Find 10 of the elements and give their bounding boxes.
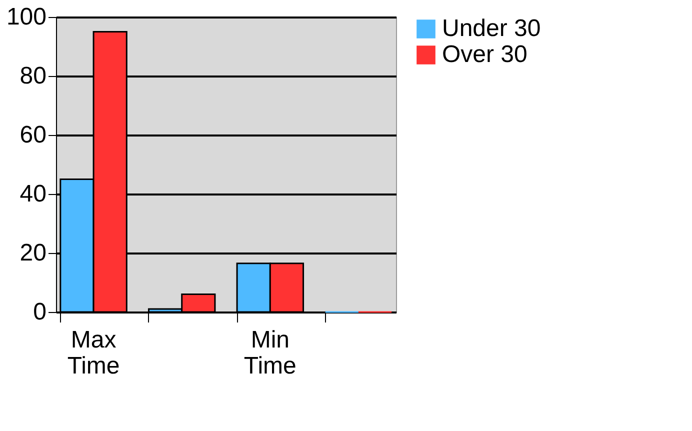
y-tick-label: 80 (20, 62, 46, 90)
y-tick-label: 20 (20, 240, 46, 266)
y-tick-label: 100 (6, 4, 46, 30)
y-tick-label: 40 (20, 180, 46, 208)
x-tick-label: Min Time (244, 326, 296, 380)
x-tick-label: Max Time (67, 326, 120, 380)
y-tick-label: 0 (33, 298, 46, 326)
legend-label: Over 30 (442, 41, 528, 68)
y-tick-label: 60 (20, 122, 46, 148)
legend-label: Under 30 (442, 15, 541, 42)
